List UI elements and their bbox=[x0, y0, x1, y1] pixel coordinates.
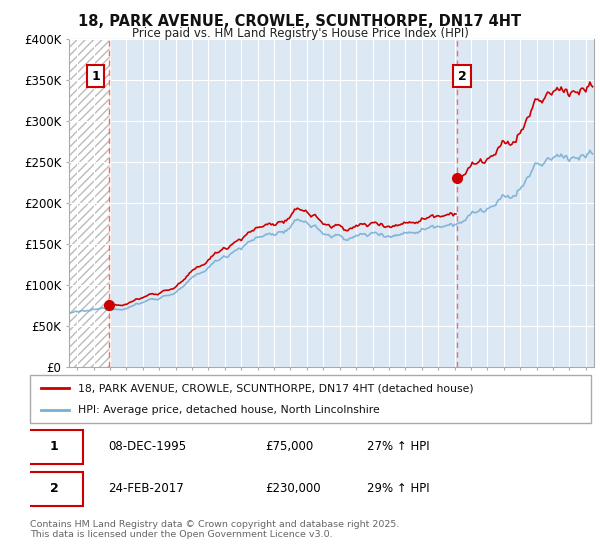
FancyBboxPatch shape bbox=[30, 375, 591, 423]
Text: HPI: Average price, detached house, North Lincolnshire: HPI: Average price, detached house, Nort… bbox=[77, 405, 379, 415]
Text: 2: 2 bbox=[50, 482, 58, 496]
FancyBboxPatch shape bbox=[25, 473, 83, 506]
Text: Contains HM Land Registry data © Crown copyright and database right 2025.
This d: Contains HM Land Registry data © Crown c… bbox=[30, 520, 400, 539]
Text: 1: 1 bbox=[50, 440, 58, 453]
Text: 27% ↑ HPI: 27% ↑ HPI bbox=[367, 440, 429, 453]
Text: 18, PARK AVENUE, CROWLE, SCUNTHORPE, DN17 4HT: 18, PARK AVENUE, CROWLE, SCUNTHORPE, DN1… bbox=[79, 14, 521, 29]
Text: 29% ↑ HPI: 29% ↑ HPI bbox=[367, 482, 429, 496]
Bar bbox=[69, 39, 109, 367]
Text: 24-FEB-2017: 24-FEB-2017 bbox=[109, 482, 184, 496]
Text: £75,000: £75,000 bbox=[266, 440, 314, 453]
Text: 08-DEC-1995: 08-DEC-1995 bbox=[109, 440, 187, 453]
Text: 1: 1 bbox=[91, 69, 100, 82]
Text: £230,000: £230,000 bbox=[266, 482, 321, 496]
FancyBboxPatch shape bbox=[25, 430, 83, 464]
Text: Price paid vs. HM Land Registry's House Price Index (HPI): Price paid vs. HM Land Registry's House … bbox=[131, 27, 469, 40]
Text: 18, PARK AVENUE, CROWLE, SCUNTHORPE, DN17 4HT (detached house): 18, PARK AVENUE, CROWLE, SCUNTHORPE, DN1… bbox=[77, 383, 473, 393]
Text: 2: 2 bbox=[458, 69, 466, 82]
